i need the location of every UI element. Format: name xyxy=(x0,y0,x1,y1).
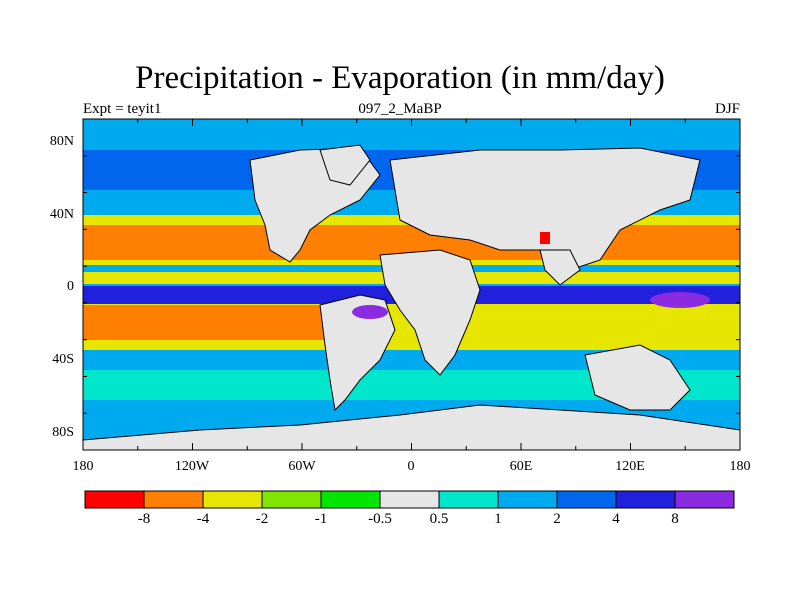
colorbar-swatch xyxy=(261,490,322,509)
colorbar-swatch xyxy=(143,490,204,509)
land-masses xyxy=(83,144,740,450)
colorbar-label: -1 xyxy=(314,511,328,527)
lon-label-120w: 120W xyxy=(174,459,210,474)
lat-label-40n: 40N xyxy=(49,207,74,222)
colorbar-label: 2 xyxy=(553,511,561,527)
india xyxy=(539,249,581,286)
south-america xyxy=(319,294,396,412)
colorbar xyxy=(84,490,735,509)
colorbar-swatch xyxy=(556,490,617,509)
lon-label-0: 0 xyxy=(407,459,415,474)
colorbar-swatch xyxy=(84,490,145,509)
colorbar-label: -8 xyxy=(137,511,151,527)
colorbar-swatch xyxy=(674,490,735,509)
lat-label-80s: 80S xyxy=(52,425,74,440)
africa xyxy=(379,249,481,376)
greenland xyxy=(319,144,371,186)
colorbar-label: 4 xyxy=(612,511,620,527)
experiment-label: Expt = teyit1 xyxy=(83,101,162,117)
lon-label-180w: 180 xyxy=(72,459,94,474)
colorbar-label: -2 xyxy=(255,511,269,527)
lat-label-40s: 40S xyxy=(52,352,74,367)
colorbar-label: 0.5 xyxy=(429,511,449,527)
plot-title: Precipitation - Evaporation (in mm/day) xyxy=(135,60,665,96)
colorbar-swatch xyxy=(438,490,499,509)
antarctica xyxy=(83,404,740,450)
colorbar-label: 1 xyxy=(494,511,502,527)
lon-label-60w: 60W xyxy=(288,459,316,474)
colorbar-label: -4 xyxy=(196,511,210,527)
australia xyxy=(584,344,691,411)
south-pacific-core xyxy=(83,305,333,340)
colorbar-label: -0.5 xyxy=(368,511,392,527)
colorbar-label: 8 xyxy=(671,511,679,527)
amazon-max xyxy=(352,305,388,319)
colorbar-swatch xyxy=(320,490,381,509)
lon-label-60e: 60E xyxy=(509,459,533,474)
north-africa-dry-core xyxy=(540,232,550,244)
lon-label-120e: 120E xyxy=(615,459,645,474)
colorbar-swatch xyxy=(615,490,676,509)
lon-label-180e: 180 xyxy=(729,459,751,474)
lat-label-80n: 80N xyxy=(49,134,74,149)
west-pacific-max xyxy=(650,292,710,308)
colorbar-swatch xyxy=(379,490,440,509)
colorbar-swatch xyxy=(202,490,263,509)
lat-label-eq: 0 xyxy=(67,279,74,294)
colorbar-swatch xyxy=(497,490,558,509)
eurasia xyxy=(389,147,701,271)
axis-ticks xyxy=(82,118,741,451)
period-label: 097_2_MaBP xyxy=(358,101,442,117)
season-label: DJF xyxy=(714,101,740,117)
